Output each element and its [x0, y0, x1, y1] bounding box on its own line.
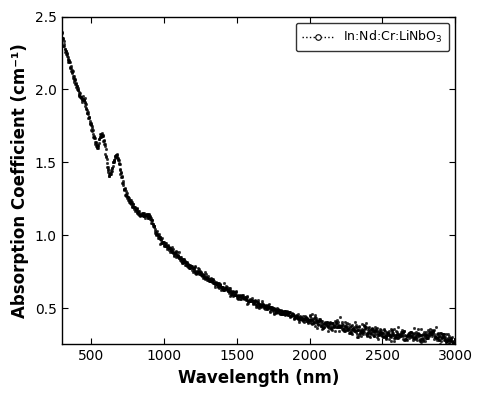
- X-axis label: Wavelength (nm): Wavelength (nm): [178, 369, 339, 387]
- Legend: In:Nd:Cr:LiNbO$_3$: In:Nd:Cr:LiNbO$_3$: [296, 23, 449, 51]
- Y-axis label: Absorption Coefficient (cm⁻¹): Absorption Coefficient (cm⁻¹): [11, 43, 29, 318]
